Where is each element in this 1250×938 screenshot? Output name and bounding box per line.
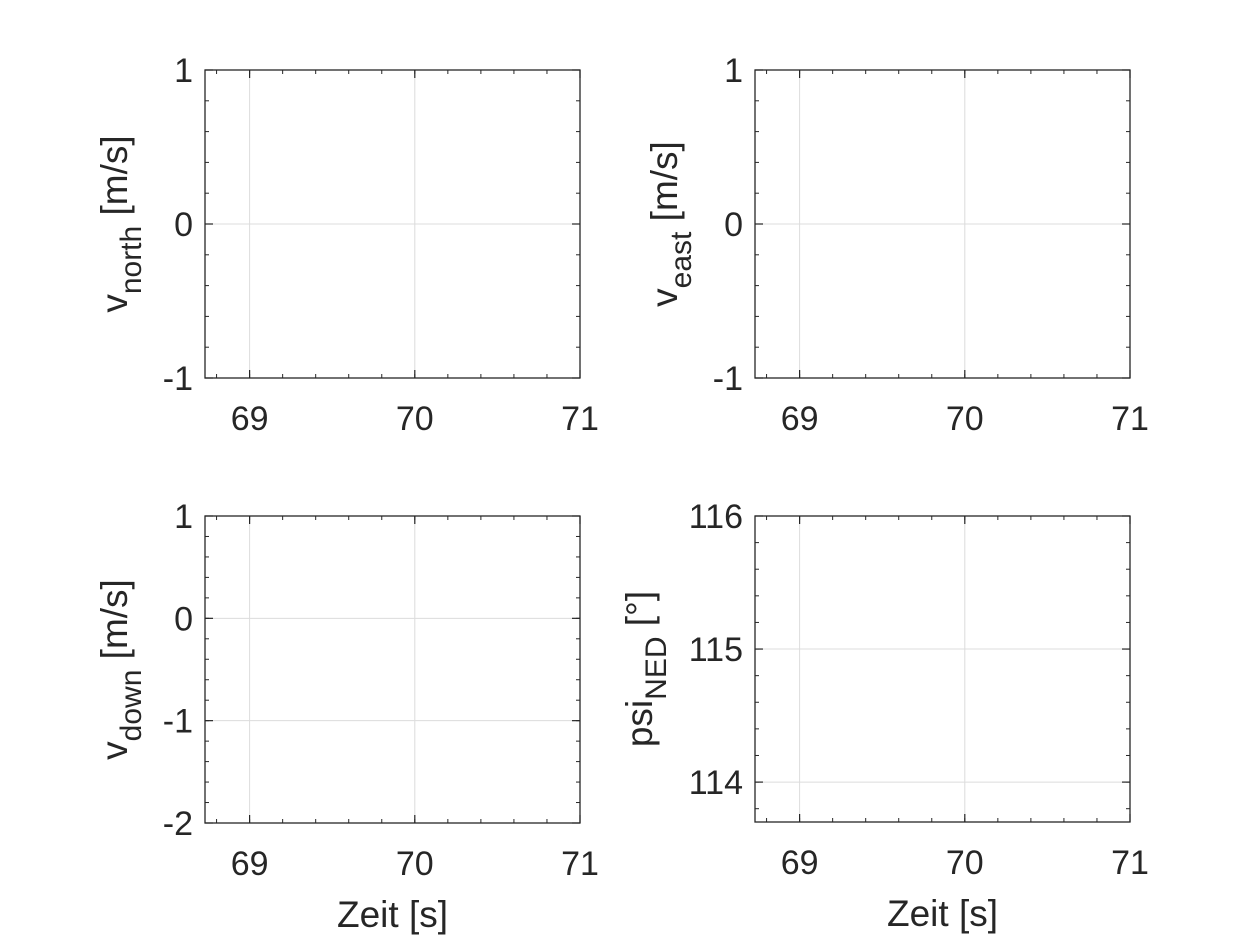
y-tick-label: -1 [163, 703, 193, 741]
y-tick-label: 1 [174, 52, 193, 90]
subplot-v-east: 69 70 71 -1 0 1 veast [m/s] [644, 52, 1149, 438]
x-tick-label: 70 [396, 845, 434, 883]
y-tick-label: 0 [174, 206, 193, 244]
x-tick-label: 71 [561, 400, 599, 438]
axes-box [754, 515, 1131, 823]
x-tick-label: 69 [231, 845, 269, 883]
y-axis-label-main: v [644, 288, 685, 307]
subplot-v-down: 69 70 71 -2 -1 0 1 vdown [m/s] Zeit [s] [94, 498, 599, 935]
y-tick-label: -1 [163, 360, 193, 398]
y-axis-label: vnorth [m/s] [94, 135, 148, 312]
y-tick-label: 1 [174, 498, 193, 536]
y-axis-label-unit: [m/s] [94, 135, 135, 225]
x-tick-label: 71 [1111, 400, 1149, 438]
y-tick-label: 0 [174, 600, 193, 638]
x-axis-label: Zeit [s] [887, 893, 998, 934]
x-tick-label: 70 [396, 400, 434, 438]
y-tick-label: 115 [689, 631, 743, 669]
y-axis-label: vdown [m/s] [94, 579, 148, 760]
y-axis-label-unit: [m/s] [94, 579, 135, 669]
x-tick-label: 70 [946, 400, 984, 438]
x-tick-label: 69 [231, 400, 269, 438]
x-axis-label: Zeit [s] [337, 894, 448, 935]
y-axis-label-main: v [94, 294, 135, 313]
y-axis-label-subscript: north [115, 226, 148, 294]
y-axis-label: veast [m/s] [644, 141, 698, 307]
y-axis-label: psiNED [°] [619, 591, 673, 747]
axes-box [204, 69, 581, 379]
y-tick-label: -1 [713, 360, 743, 398]
plot-area [205, 516, 580, 823]
x-tick-label: 69 [781, 400, 819, 438]
y-axis-label-subscript: down [115, 670, 148, 742]
plot-area [755, 516, 1130, 822]
y-tick-label: 116 [689, 498, 743, 536]
y-axis-label-subscript: NED [640, 636, 673, 699]
x-tick-label: 70 [946, 844, 984, 882]
y-axis-label-main: v [94, 741, 135, 760]
subplot-psi-ned: 69 70 71 114 115 116 psiNED [°] Zeit [s] [619, 498, 1149, 934]
x-tick-label: 69 [781, 844, 819, 882]
y-tick-label: 114 [689, 764, 743, 802]
y-tick-label: 0 [724, 206, 743, 244]
y-tick-label: 1 [724, 52, 743, 90]
axes-box [204, 515, 581, 824]
x-tick-label: 71 [1111, 844, 1149, 882]
y-tick-label: -2 [163, 805, 193, 843]
axes-box [754, 69, 1131, 379]
subplot-v-north: 69 70 71 -1 0 1 vnorth [m/s] [94, 52, 599, 438]
y-axis-label-main: psi [619, 700, 660, 747]
x-tick-label: 71 [561, 845, 599, 883]
y-axis-label-subscript: east [665, 231, 698, 288]
y-axis-label-unit: [°] [619, 591, 660, 637]
y-axis-label-unit: [m/s] [644, 141, 685, 231]
